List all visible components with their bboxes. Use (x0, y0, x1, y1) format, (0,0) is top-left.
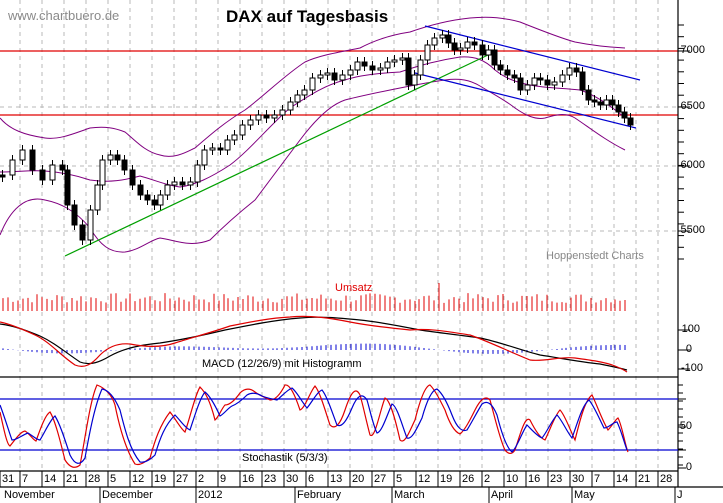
day-tick: 27 (374, 473, 387, 485)
month-tick: November (4, 489, 55, 501)
stoch-tick-0: 0 (685, 461, 692, 473)
candlesticks (0, 30, 634, 245)
price-tick-5500: 5500 (680, 224, 705, 236)
month-tick: March (394, 489, 425, 501)
volume-label: Umsatz (335, 282, 373, 294)
day-tick: 10 (506, 473, 519, 485)
month-tick: December (102, 489, 153, 501)
day-tick: 16 (528, 473, 541, 485)
month-tick: April (491, 489, 514, 501)
vertical-grid (19, 0, 659, 470)
price-tick-6000: 6000 (680, 159, 705, 171)
panel-borders (0, 0, 723, 488)
macd-tick-minus-100: -100 (680, 362, 703, 374)
day-tick: 13 (330, 473, 343, 485)
day-tick: 12 (418, 473, 431, 485)
stoch-k-line (0, 384, 629, 468)
downtrend-channel (414, 25, 641, 129)
resistance-lines (0, 50, 678, 116)
day-tick: 26 (462, 473, 475, 485)
volume-bars (2, 283, 626, 311)
stoch-label: Stochastik (5/3/3) (242, 452, 328, 464)
day-tick: 14 (616, 473, 629, 485)
day-tick: 21 (66, 473, 79, 485)
day-tick: 23 (264, 473, 277, 485)
day-tick: 9 (220, 473, 227, 485)
day-tick: 19 (154, 473, 167, 485)
chart-title: DAX auf Tagesbasis (226, 7, 389, 26)
month-tick: J (677, 489, 683, 501)
price-tick-7000: 7000 (680, 44, 705, 56)
day-tick: 7 (22, 473, 29, 485)
horizontal-grid (0, 106, 678, 232)
date-axis-separators (0, 471, 676, 503)
day-tick: 14 (44, 473, 57, 485)
day-tick: 20 (352, 473, 365, 485)
day-tick: 6 (308, 473, 315, 485)
macd-tick-100: 100 (681, 323, 700, 335)
day-tick: 28 (660, 473, 673, 485)
day-tick: 5 (110, 473, 117, 485)
day-tick: 23 (550, 473, 563, 485)
uptrend-line (64, 54, 489, 257)
day-tick: 7 (594, 473, 601, 485)
day-tick: 28 (88, 473, 101, 485)
day-tick: 21 (638, 473, 651, 485)
day-tick: 12 (132, 473, 145, 485)
day-tick: 27 (176, 473, 189, 485)
day-tick: 16 (242, 473, 255, 485)
macd-line (0, 316, 628, 371)
signal-line (0, 315, 628, 373)
macd-histogram (2, 343, 626, 354)
stoch-d-line (0, 387, 628, 464)
right-axis-ticks (678, 24, 690, 469)
macd-label: MACD (12/26/9) mit Histogramm (202, 358, 362, 370)
day-tick: 5 (396, 473, 403, 485)
day-tick: 19 (440, 473, 453, 485)
day-tick: 31 (2, 473, 15, 485)
stoch-tick-50: 50 (679, 420, 692, 432)
site-watermark: www.chartbuero.de (8, 8, 120, 23)
day-tick: 30 (572, 473, 585, 485)
macd-tick-0: 0 (685, 343, 692, 355)
day-tick: 2 (484, 473, 491, 485)
source-label: Hoppenstedt Charts (546, 250, 644, 262)
month-tick: 2012 (198, 489, 223, 501)
month-tick: February (297, 489, 342, 501)
price-tick-6500: 6500 (680, 100, 705, 112)
day-tick: 2 (198, 473, 205, 485)
day-tick: 30 (286, 473, 299, 485)
month-tick: May (574, 489, 595, 501)
